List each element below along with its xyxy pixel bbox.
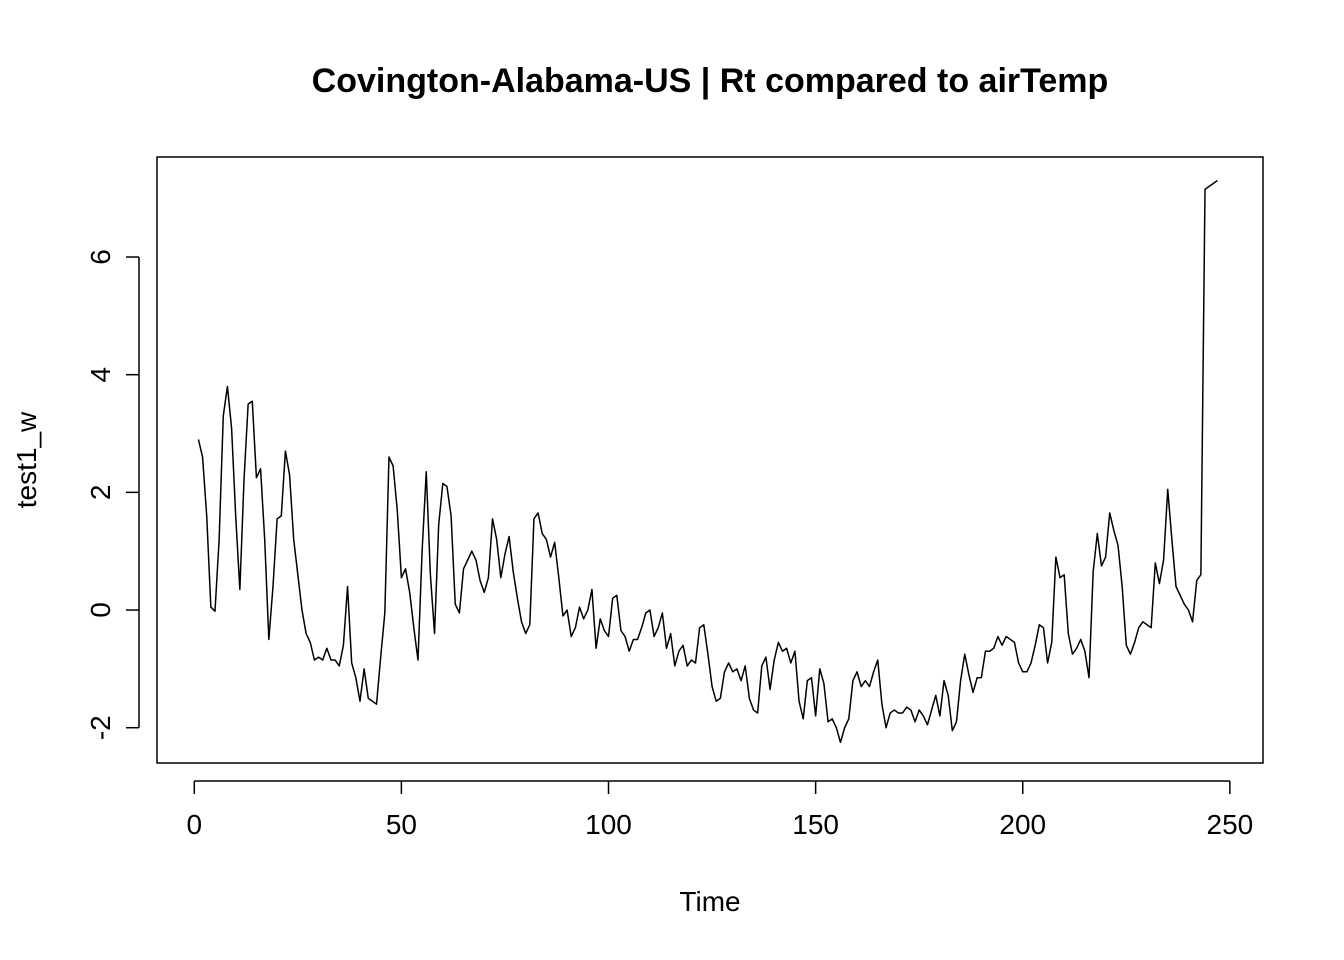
y-tick-label: 0: [85, 602, 116, 618]
y-tick-label: 6: [85, 249, 116, 265]
y-tick-label: -2: [85, 715, 116, 740]
x-tick-label: 150: [792, 809, 839, 840]
x-tick-label: 50: [386, 809, 417, 840]
x-tick-label: 100: [585, 809, 632, 840]
y-axis: -2 0 2 4 6: [85, 249, 140, 740]
chart-title: Covington-Alabama-US | Rt compared to ai…: [312, 62, 1109, 100]
x-tick-label: 250: [1207, 809, 1254, 840]
x-tick-label: 200: [999, 809, 1046, 840]
x-tick-label: 0: [186, 809, 202, 840]
series-line: [197, 179, 1218, 744]
plot-frame: [156, 156, 1264, 764]
x-axis: 0 50 100 150 200 250: [186, 780, 1254, 840]
x-axis-label: Time: [679, 886, 740, 917]
y-axis-label: test1_w: [11, 411, 42, 508]
y-tick-label: 2: [85, 485, 116, 501]
y-tick-label: 4: [85, 367, 116, 383]
